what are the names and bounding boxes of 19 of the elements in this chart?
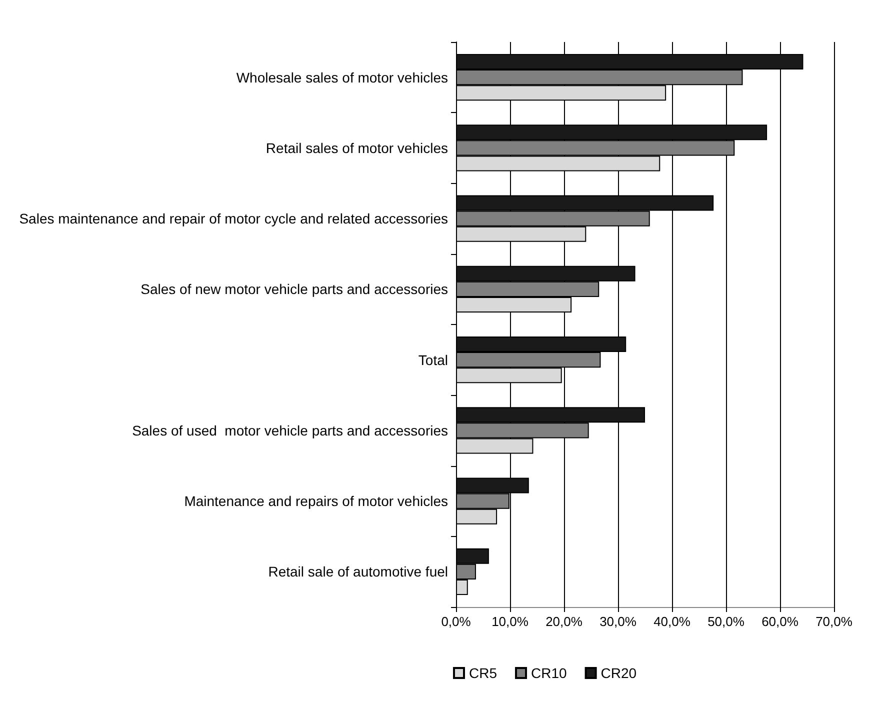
x-tick-label: 50,0% bbox=[708, 614, 745, 629]
x-tick-label: 20,0% bbox=[546, 614, 583, 629]
x-tick-label: 70,0% bbox=[816, 614, 853, 629]
y-tick-label: Retail sales of motor vehicles bbox=[266, 140, 448, 156]
x-tick-label: 30,0% bbox=[600, 614, 637, 629]
y-tick-label: Sales maintenance and repair of motor cycle and related accessories bbox=[19, 210, 448, 227]
y-tick-label: Sales of used motor vehicle parts and accessories bbox=[132, 422, 448, 438]
y-tick-label: Sales of new motor vehicle parts and accessories bbox=[140, 281, 448, 298]
legend-label: CR10 bbox=[531, 665, 568, 681]
legend-label: CR20 bbox=[600, 665, 637, 681]
x-tick-label: 60,0% bbox=[762, 614, 799, 629]
y-tick-label: Total bbox=[418, 352, 448, 368]
y-tick-label: Maintenance and repairs of motor vehicles bbox=[184, 493, 448, 510]
x-tick-label: 10,0% bbox=[492, 614, 529, 629]
y-tick-label: Retail sale of automotive fuel bbox=[268, 564, 448, 580]
x-tick-label: 40,0% bbox=[654, 614, 691, 629]
y-tick-label: Wholesale sales of motor vehicles bbox=[236, 69, 448, 86]
x-tick-label: 0,0% bbox=[441, 614, 472, 629]
legend-label: CR5 bbox=[469, 665, 498, 681]
